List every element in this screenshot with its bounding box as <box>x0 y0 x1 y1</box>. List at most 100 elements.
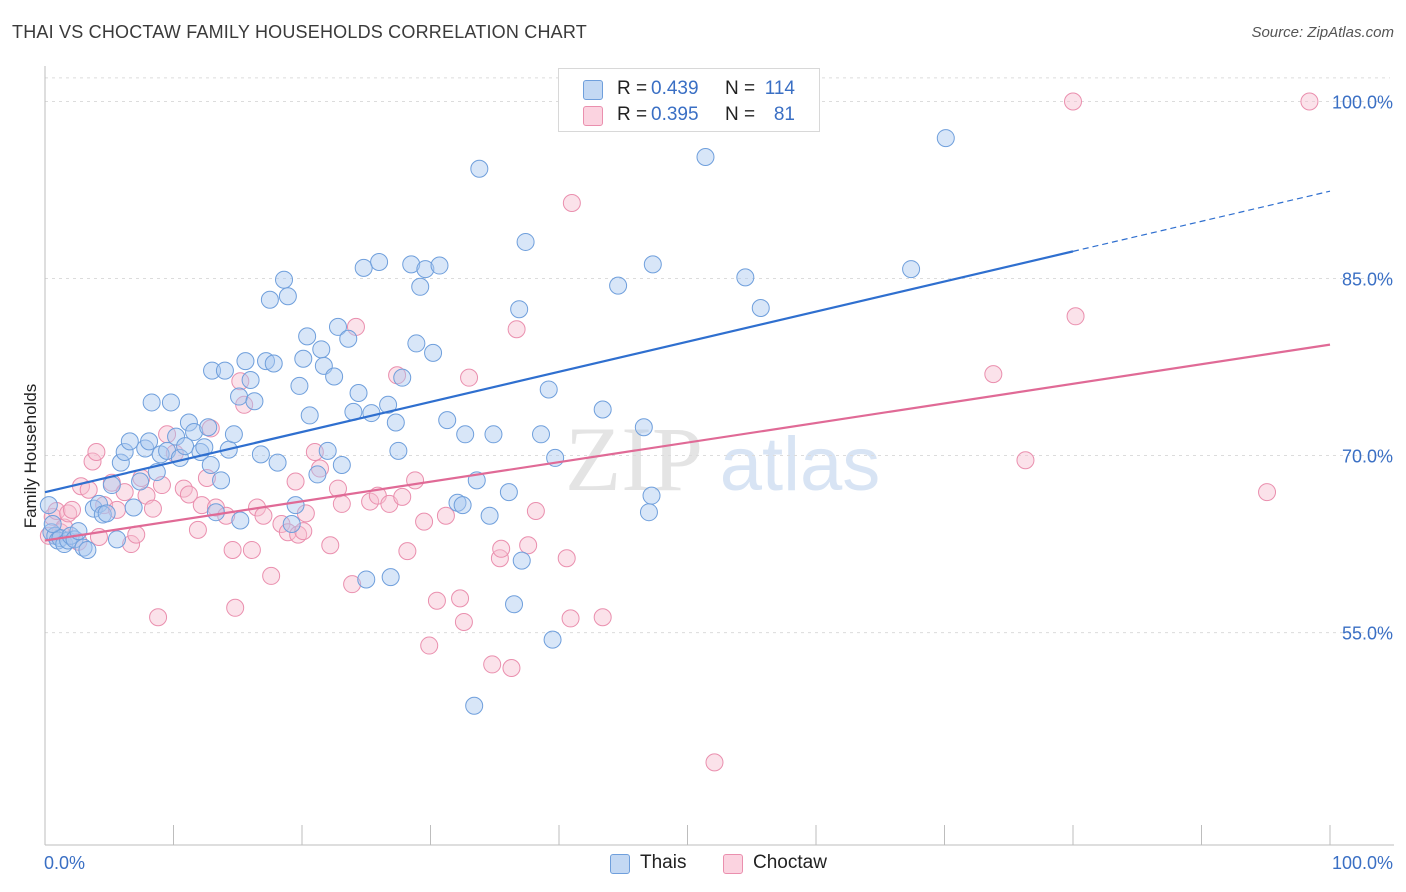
thai-point <box>499 483 518 502</box>
choctaw-point <box>454 612 473 631</box>
thai-point <box>107 530 126 549</box>
thai-point <box>510 300 529 319</box>
choctaw-point <box>1064 92 1082 111</box>
thai-point <box>282 514 301 533</box>
thai-point <box>89 494 108 513</box>
thai-point <box>97 504 116 523</box>
thai-point <box>642 486 661 505</box>
y-tick-label: 55.0% <box>1342 624 1393 644</box>
legend-r-label: R = <box>617 78 648 99</box>
thai-point <box>268 453 287 472</box>
thai-point <box>386 413 405 432</box>
choctaw-point <box>254 506 273 525</box>
choctaw-point <box>343 575 362 594</box>
y-tick-label: 85.0% <box>1342 270 1393 290</box>
thai-trend-extension <box>1072 190 1331 252</box>
thai-point <box>230 387 249 406</box>
thai-point <box>251 445 270 464</box>
thai-point <box>215 361 234 380</box>
thai-point <box>484 425 503 444</box>
thai-point <box>78 540 97 559</box>
thai-point <box>142 393 161 412</box>
choctaw-point <box>1066 307 1085 326</box>
thai-point <box>634 418 653 437</box>
thai-point <box>407 334 426 353</box>
choctaw-point <box>328 479 347 498</box>
thai-point <box>203 361 222 380</box>
choctaw-point <box>490 549 509 568</box>
thai-point <box>115 443 134 462</box>
thai-point <box>300 406 319 425</box>
source-label: Source: ZipAtlas.com <box>1251 24 1394 41</box>
x-tick-label: 0.0% <box>44 853 85 873</box>
thai-point <box>308 465 327 484</box>
thai-point <box>298 327 317 346</box>
thai-point <box>532 425 551 444</box>
choctaw-trend-line <box>44 343 1331 542</box>
thai-point <box>379 395 398 414</box>
choctaw-point <box>483 655 502 674</box>
thai-point <box>140 432 159 451</box>
thai-point <box>312 340 331 359</box>
thai-point <box>39 496 58 515</box>
thai-point <box>470 159 489 178</box>
thai-point <box>505 595 524 614</box>
thai-point <box>430 256 449 275</box>
thai-point <box>465 696 484 715</box>
choctaw-point <box>562 193 581 212</box>
thai-point <box>593 400 612 419</box>
legend-row-thai: R = 0.439 N = 114 <box>559 75 819 101</box>
choctaw-point <box>289 525 308 544</box>
choctaw-point <box>406 471 425 490</box>
choctaw-point <box>332 494 351 513</box>
thai-point <box>111 453 130 472</box>
thai-point <box>438 411 457 430</box>
thai-point <box>424 343 443 362</box>
y-axis-label: Family Households <box>21 384 40 529</box>
thai-trend-line <box>44 250 1074 494</box>
choctaw-point <box>393 487 412 506</box>
choctaw-point <box>427 591 446 610</box>
thai-point <box>201 455 220 474</box>
thai-point <box>453 496 472 515</box>
thai-point <box>131 472 150 491</box>
thai-point <box>389 441 408 460</box>
thai-point <box>543 630 562 649</box>
thai-point <box>609 276 628 295</box>
thai-point <box>393 368 412 387</box>
thai-point <box>936 129 955 148</box>
choctaw-point <box>420 636 439 655</box>
thai-point <box>696 147 715 166</box>
choctaw-point <box>398 542 417 561</box>
x-tick-label: 100.0% <box>1332 853 1393 873</box>
choctaw-point <box>460 368 479 387</box>
thai-point <box>480 506 499 525</box>
thai-point <box>362 404 381 423</box>
thai-point <box>176 437 195 456</box>
thai-point <box>179 413 198 432</box>
thai-point <box>736 268 755 287</box>
thai-point <box>512 551 531 570</box>
thai-point <box>402 255 421 274</box>
legend-n-label: N = <box>725 104 756 125</box>
thai-point <box>357 570 376 589</box>
thai-point <box>286 496 305 515</box>
choctaw-point <box>561 609 580 628</box>
choctaw-point <box>242 540 261 559</box>
choctaw-point <box>62 500 81 519</box>
choctaw-point <box>519 536 538 555</box>
choctaw-point <box>286 472 305 491</box>
thai-point <box>751 299 770 318</box>
thai-point <box>902 260 921 279</box>
choctaw-point <box>122 535 141 554</box>
thai-point <box>236 352 255 371</box>
choctaw-point <box>223 540 242 559</box>
choctaw-point <box>1300 92 1319 111</box>
choctaw-point <box>226 598 245 617</box>
thai-point <box>43 514 62 533</box>
thai-point <box>212 471 231 490</box>
legend-n-label: N = <box>725 78 756 99</box>
thai-point <box>325 367 344 386</box>
thai-swatch <box>583 80 603 100</box>
choctaw-point <box>415 512 434 531</box>
